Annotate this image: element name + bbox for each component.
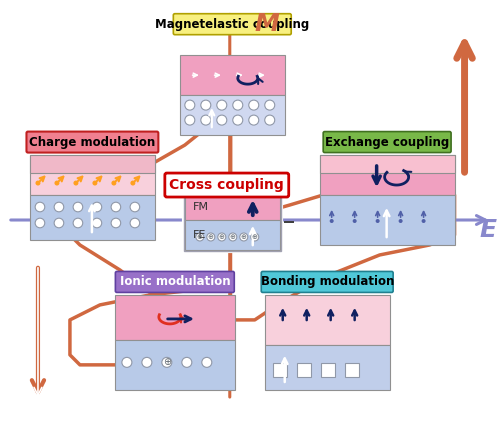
Text: Exchange coupling: Exchange coupling: [325, 136, 450, 149]
Circle shape: [73, 202, 83, 212]
Circle shape: [376, 219, 380, 223]
Bar: [30, 155, 155, 195]
Bar: [180, 95, 284, 135]
Circle shape: [264, 100, 274, 110]
Text: Magnetelastic coupling: Magnetelastic coupling: [155, 17, 310, 31]
Text: ⊕: ⊕: [208, 234, 214, 240]
Circle shape: [251, 233, 259, 241]
Bar: [180, 55, 284, 95]
Circle shape: [207, 233, 215, 241]
Circle shape: [202, 358, 212, 367]
Text: ⊕: ⊕: [252, 234, 258, 240]
Circle shape: [162, 358, 172, 367]
Circle shape: [111, 202, 120, 212]
Circle shape: [142, 358, 152, 367]
Circle shape: [36, 181, 41, 185]
Text: ⊕: ⊕: [230, 234, 235, 240]
Circle shape: [182, 358, 192, 367]
Bar: [115, 340, 235, 390]
Circle shape: [130, 181, 136, 185]
Text: Bonding modulation: Bonding modulation: [260, 276, 394, 289]
Bar: [320, 155, 454, 173]
Circle shape: [201, 100, 211, 110]
Text: ⊕: ⊕: [163, 358, 171, 367]
Circle shape: [196, 233, 204, 241]
Circle shape: [122, 358, 132, 367]
FancyBboxPatch shape: [116, 271, 234, 293]
Circle shape: [35, 218, 45, 228]
Circle shape: [422, 219, 426, 223]
Bar: [264, 295, 390, 345]
Circle shape: [229, 233, 237, 241]
FancyBboxPatch shape: [26, 132, 158, 153]
Bar: [184, 194, 280, 251]
Circle shape: [240, 233, 248, 241]
Circle shape: [130, 218, 140, 228]
Circle shape: [92, 218, 102, 228]
FancyBboxPatch shape: [165, 173, 288, 197]
Circle shape: [201, 115, 211, 125]
Text: M: M: [255, 12, 280, 36]
Circle shape: [249, 115, 259, 125]
Text: Ionic modulation: Ionic modulation: [120, 276, 230, 289]
Bar: [30, 195, 155, 240]
Text: FM: FM: [193, 202, 209, 212]
Bar: [115, 295, 235, 340]
FancyBboxPatch shape: [323, 132, 451, 153]
Text: ⊕: ⊕: [241, 234, 246, 240]
Bar: [320, 155, 454, 195]
Bar: [184, 194, 280, 251]
Bar: [30, 155, 155, 173]
Circle shape: [74, 181, 78, 185]
Circle shape: [112, 181, 116, 185]
Circle shape: [249, 100, 259, 110]
Circle shape: [111, 218, 120, 228]
Bar: [320, 195, 454, 245]
Circle shape: [185, 100, 195, 110]
Circle shape: [185, 115, 195, 125]
Circle shape: [398, 219, 402, 223]
Circle shape: [92, 181, 98, 185]
Circle shape: [54, 218, 64, 228]
Text: ⊕: ⊕: [219, 234, 224, 240]
Circle shape: [330, 219, 334, 223]
Text: ⊕: ⊕: [197, 234, 202, 240]
Circle shape: [218, 233, 226, 241]
Circle shape: [54, 181, 60, 185]
Circle shape: [217, 115, 227, 125]
Bar: [264, 345, 390, 390]
Circle shape: [217, 100, 227, 110]
FancyBboxPatch shape: [262, 271, 393, 293]
Text: FE: FE: [193, 230, 206, 240]
Text: Cross coupling: Cross coupling: [170, 178, 284, 192]
Bar: [185, 195, 280, 220]
Circle shape: [233, 100, 243, 110]
Circle shape: [130, 202, 140, 212]
Circle shape: [35, 202, 45, 212]
Circle shape: [54, 202, 64, 212]
Circle shape: [352, 219, 356, 223]
Bar: [185, 220, 280, 250]
Bar: [284, 220, 294, 223]
Circle shape: [92, 202, 102, 212]
Circle shape: [233, 115, 243, 125]
Text: E: E: [480, 218, 496, 242]
FancyBboxPatch shape: [174, 14, 291, 34]
Circle shape: [73, 218, 83, 228]
Circle shape: [264, 115, 274, 125]
Text: Charge modulation: Charge modulation: [30, 136, 156, 149]
